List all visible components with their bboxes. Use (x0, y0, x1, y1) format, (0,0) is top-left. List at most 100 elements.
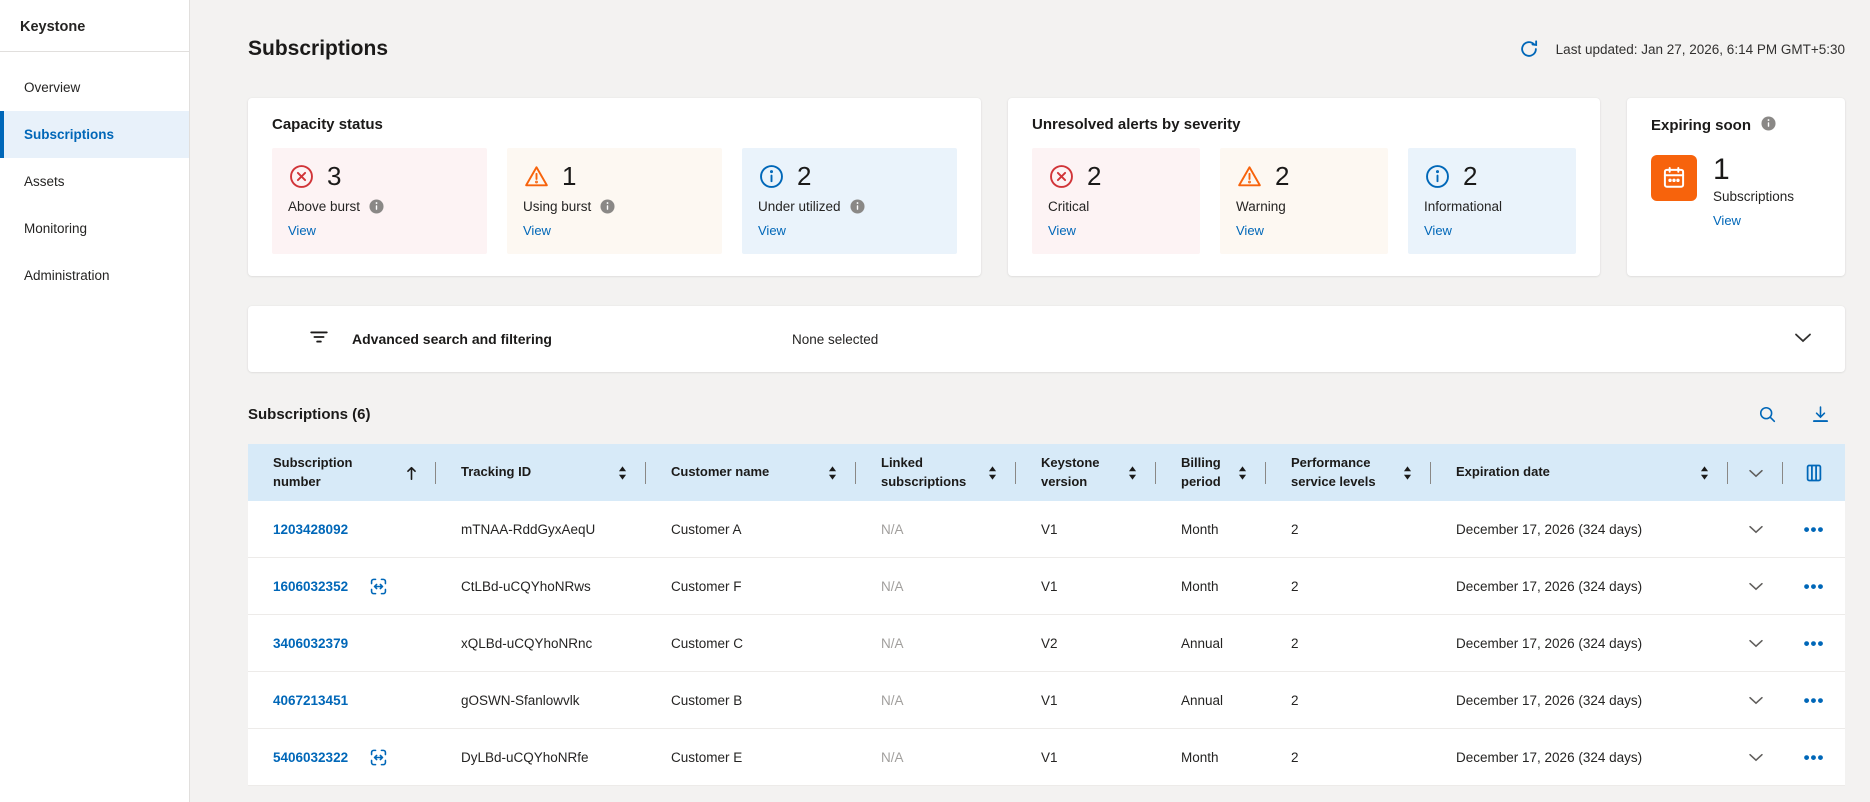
subscriptions-table: Subscription number Tracking ID Customer… (248, 444, 1845, 786)
expiration-date-cell: December 17, 2026 (324 days) (1456, 749, 1643, 765)
refresh-icon[interactable] (1516, 36, 1542, 62)
subscription-number-link[interactable]: 5406032322 (273, 749, 349, 765)
search-icon[interactable] (1755, 402, 1780, 427)
sort-icon[interactable] (617, 465, 628, 481)
chevron-down-icon[interactable] (1743, 630, 1769, 656)
dismiss-circle-icon (1048, 163, 1075, 190)
chevron-down-icon[interactable] (1743, 516, 1769, 542)
tile-view-link[interactable]: View (288, 223, 316, 238)
alerts-tile-informational: 2 Informational View (1408, 148, 1576, 254)
subscription-number-link[interactable]: 4067213451 (273, 692, 349, 708)
info-circle-icon (758, 163, 785, 190)
column-header-billing-period[interactable]: Billing period (1156, 448, 1266, 498)
main-content: Subscriptions Last updated: Jan 27, 2026… (190, 0, 1870, 802)
billing-period-cell: Month (1181, 749, 1219, 765)
capacity-status-card: Capacity status 3 Above burst View 1 Usi… (248, 98, 981, 276)
unresolved-alerts-card: Unresolved alerts by severity 2 Critical… (1008, 98, 1600, 276)
capacity-tile-using-burst: 1 Using burst View (507, 148, 722, 254)
keystone-version-cell: V1 (1041, 521, 1058, 537)
subscription-number-link[interactable]: 1203428092 (273, 521, 349, 537)
chevron-down-icon[interactable] (1743, 687, 1769, 713)
alerts-tile-warning: 2 Warning View (1220, 148, 1388, 254)
tile-count: 2 (1275, 161, 1290, 191)
subscription-number-link[interactable]: 1606032352 (273, 578, 349, 594)
column-header-subscription-number[interactable]: Subscription number (248, 448, 436, 498)
sidebar-item-monitoring[interactable]: Monitoring (24, 221, 88, 236)
expiration-date-cell: December 17, 2026 (324 days) (1456, 635, 1643, 651)
expiring-view-link[interactable]: View (1713, 213, 1741, 228)
sidebar: Keystone Overview Subscriptions Assets Moni… (0, 0, 190, 802)
billing-period-cell: Month (1181, 521, 1219, 537)
sidebar-item-subscriptions[interactable]: Subscriptions (0, 111, 189, 158)
chevron-down-icon[interactable] (1743, 744, 1769, 770)
column-settings-header (1783, 460, 1845, 486)
keystone-version-cell: V1 (1041, 578, 1058, 594)
table-row: 1203428092 mTNAA-RddGyxAeqU Customer A N… (248, 501, 1845, 558)
subscription-number-cell: 1203428092 (248, 516, 436, 543)
sort-ascending-icon[interactable] (405, 465, 418, 481)
column-header-performance-service-levels[interactable]: Performance service levels (1266, 448, 1431, 498)
row-menu-cell: ••• (1783, 749, 1845, 766)
advanced-search-label: Advanced search and filtering (352, 331, 552, 347)
sort-icon[interactable] (1237, 465, 1248, 481)
sort-icon[interactable] (1402, 465, 1413, 481)
tile-view-link[interactable]: View (758, 223, 786, 238)
column-header-tracking-id[interactable]: Tracking ID (436, 457, 646, 488)
expiring-soon-card: Expiring soon 1 Subscriptions View (1627, 98, 1845, 276)
sort-icon[interactable] (1127, 465, 1138, 481)
tile-label: Warning (1236, 199, 1286, 214)
advanced-search-bar[interactable]: Advanced search and filtering None selec… (248, 306, 1845, 372)
chevron-down-icon[interactable] (1743, 573, 1769, 599)
column-header-customer-name[interactable]: Customer name (646, 457, 856, 488)
dismiss-circle-icon (288, 163, 315, 190)
sidebar-item-overview[interactable]: Overview (24, 80, 81, 95)
linked-subscriptions-cell: N/A (881, 521, 904, 537)
sort-icon[interactable] (827, 465, 838, 481)
info-icon[interactable] (600, 199, 615, 214)
column-header-expiration-date[interactable]: Expiration date (1431, 457, 1728, 488)
info-icon[interactable] (1761, 116, 1776, 135)
sort-icon[interactable] (987, 465, 998, 481)
more-actions-icon[interactable]: ••• (1803, 633, 1825, 653)
filter-icon (308, 326, 330, 353)
table-actions (1755, 402, 1833, 427)
performance-service-levels-cell: 2 (1291, 578, 1299, 594)
download-icon[interactable] (1808, 402, 1833, 427)
more-actions-icon[interactable]: ••• (1803, 747, 1825, 767)
tile-view-link[interactable]: View (1048, 223, 1076, 238)
tile-view-link[interactable]: View (1236, 223, 1264, 238)
columns-icon[interactable] (1801, 460, 1827, 486)
tile-count: 2 (1463, 161, 1478, 191)
more-actions-icon[interactable]: ••• (1803, 690, 1825, 710)
chevron-down-icon[interactable] (1791, 325, 1815, 354)
page-title: Subscriptions (248, 37, 389, 60)
column-header-keystone-version[interactable]: Keystone version (1016, 448, 1156, 498)
sidebar-item-administration[interactable]: Administration (24, 268, 110, 283)
more-actions-icon[interactable]: ••• (1803, 576, 1825, 596)
linked-subscriptions-cell: N/A (881, 749, 904, 765)
expand-all-header (1728, 460, 1783, 486)
row-menu-cell: ••• (1783, 578, 1845, 595)
row-menu-cell: ••• (1783, 521, 1845, 538)
more-actions-icon[interactable]: ••• (1803, 519, 1825, 539)
table-title: Subscriptions (6) (248, 406, 371, 423)
info-icon[interactable] (369, 199, 384, 214)
billing-period-cell: Month (1181, 578, 1219, 594)
row-expand-cell (1728, 744, 1783, 770)
sort-icon[interactable] (1699, 465, 1710, 481)
chevron-down-icon[interactable] (1743, 460, 1769, 486)
row-expand-cell (1728, 630, 1783, 656)
row-menu-cell: ••• (1783, 635, 1845, 652)
info-icon[interactable] (850, 199, 865, 214)
page-header: Subscriptions Last updated: Jan 27, 2026… (248, 36, 1845, 62)
column-header-linked-subscriptions[interactable]: Linked subscriptions (856, 448, 1016, 498)
subscription-number-cell: 1606032352 (248, 570, 436, 603)
tile-view-link[interactable]: View (1424, 223, 1452, 238)
keystone-version-cell: V2 (1041, 635, 1058, 651)
tile-view-link[interactable]: View (523, 223, 551, 238)
tracking-id-cell: DyLBd-uCQYhoNRfe (461, 749, 589, 765)
expiring-soon-title-text: Expiring soon (1651, 117, 1752, 134)
subscription-number-link[interactable]: 3406032379 (273, 635, 349, 651)
expiring-soon-title: Expiring soon (1651, 116, 1821, 135)
sidebar-item-assets[interactable]: Assets (24, 174, 65, 189)
